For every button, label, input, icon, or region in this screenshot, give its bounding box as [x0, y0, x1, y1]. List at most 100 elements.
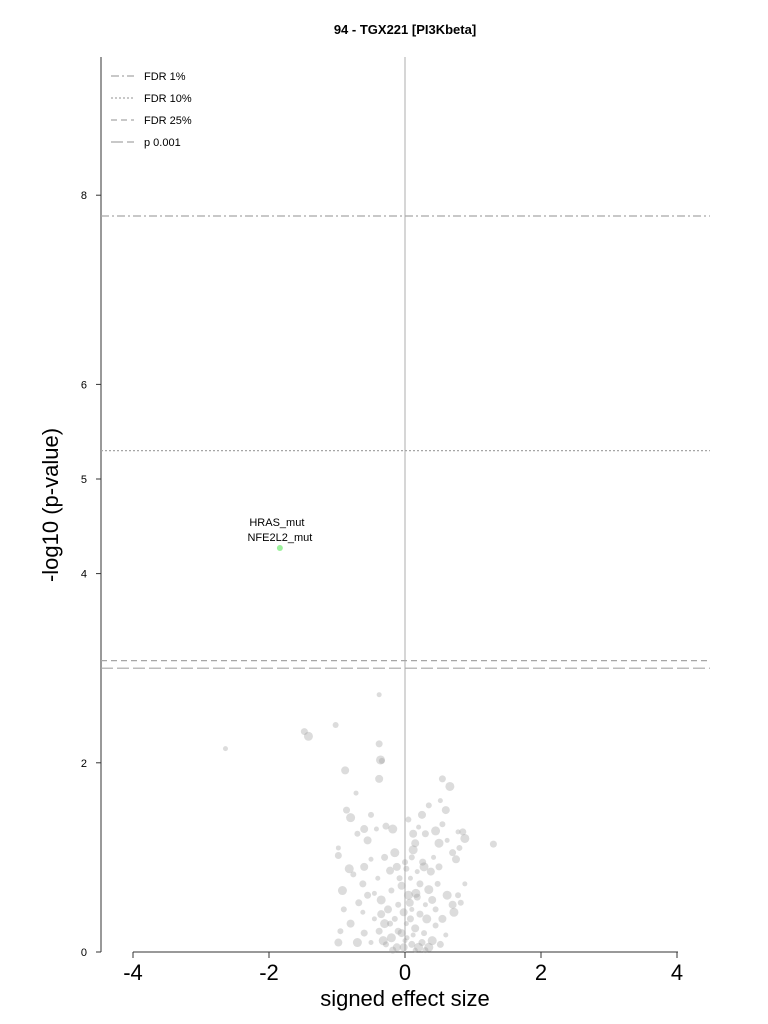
data-point: [399, 908, 408, 917]
data-point: [373, 826, 379, 832]
legend-entry: FDR 10%: [144, 93, 192, 105]
data-point: [334, 938, 343, 947]
data-point: [303, 731, 313, 741]
highlight-points: [276, 545, 283, 552]
data-point: [371, 916, 377, 922]
data-point: [386, 866, 395, 875]
data-point: [389, 946, 397, 954]
x-axis-label: signed effect size: [320, 986, 490, 1011]
data-point: [360, 909, 366, 915]
data-point: [455, 892, 462, 899]
data-point: [375, 774, 384, 783]
data-point: [411, 888, 421, 898]
data-point: [418, 939, 426, 947]
data-point: [377, 910, 386, 919]
x-tick-label: 0: [399, 960, 411, 985]
data-point: [438, 914, 447, 923]
data-point: [441, 806, 450, 815]
data-point: [448, 900, 457, 909]
data-point: [300, 728, 308, 736]
data-point: [402, 938, 408, 944]
data-point: [455, 829, 461, 835]
y-tick-label: 8: [81, 190, 87, 202]
data-point: [355, 899, 363, 907]
data-point: [368, 940, 374, 946]
data-point: [414, 942, 424, 952]
annotations: HRAS_mut NFE2L2_mut: [247, 517, 312, 544]
data-point: [408, 854, 415, 861]
data-point: [371, 890, 377, 896]
data-point: [421, 830, 429, 838]
data-point: [360, 825, 369, 834]
data-point: [421, 930, 428, 937]
y-tick-label: 0: [81, 947, 87, 959]
data-point: [403, 865, 410, 872]
annotation-label: HRAS_mut: [249, 517, 304, 529]
data-point: [408, 845, 418, 855]
data-point: [422, 947, 429, 954]
data-point: [387, 920, 394, 927]
threshold-lines: [101, 215, 710, 669]
data-point: [407, 875, 413, 881]
data-point: [439, 821, 446, 828]
data-point: [449, 849, 457, 857]
data-point: [399, 943, 408, 952]
data-point: [428, 895, 437, 904]
data-point: [376, 755, 386, 765]
data-point: [391, 915, 398, 922]
data-points: [222, 692, 497, 954]
legend-entry: p 0.001: [144, 137, 181, 149]
data-point: [353, 790, 359, 796]
data-point: [411, 924, 420, 933]
data-point: [460, 833, 470, 843]
data-point: [456, 844, 463, 851]
data-point: [427, 936, 437, 946]
data-point: [419, 862, 429, 872]
data-point: [388, 887, 395, 894]
x-tick-label: -4: [123, 960, 143, 985]
data-point: [442, 890, 452, 900]
data-point: [397, 929, 406, 938]
data-point: [360, 929, 368, 937]
data-point: [392, 862, 401, 871]
data-point: [402, 859, 408, 866]
data-point: [414, 869, 420, 875]
data-point: [444, 837, 450, 843]
data-point: [382, 822, 390, 830]
x-axis-ticks: -4 -2 0 2 4: [123, 952, 683, 985]
data-point: [363, 836, 372, 845]
y-tick-label: 5: [81, 474, 87, 486]
data-point: [432, 906, 439, 913]
data-point: [380, 919, 390, 929]
data-point: [388, 824, 398, 834]
data-point: [334, 852, 342, 860]
data-point: [432, 922, 439, 929]
data-point: [438, 775, 446, 783]
data-point: [343, 806, 351, 814]
x-tick-label: 4: [671, 960, 683, 985]
data-point: [222, 746, 228, 752]
data-point: [449, 907, 459, 917]
data-point: [382, 941, 389, 948]
data-point: [394, 927, 402, 935]
data-point: [368, 811, 374, 818]
data-point: [405, 816, 412, 823]
data-point: [431, 854, 437, 860]
data-point: [360, 862, 369, 871]
data-point: [341, 766, 350, 775]
x-tick-label: -2: [259, 960, 279, 985]
data-point: [376, 895, 386, 905]
data-point: [390, 848, 400, 858]
data-point: [354, 830, 361, 837]
y-tick-label: 2: [81, 758, 87, 770]
data-point: [378, 936, 388, 946]
y-tick-label: 6: [81, 379, 87, 391]
annotation-label: NFE2L2_mut: [247, 532, 312, 544]
data-point: [408, 940, 416, 948]
y-axis-label: -log10 (p-value): [38, 428, 63, 582]
data-point: [337, 928, 344, 935]
y-tick-label: 4: [81, 569, 87, 581]
data-point: [416, 880, 424, 888]
data-point: [431, 826, 441, 836]
